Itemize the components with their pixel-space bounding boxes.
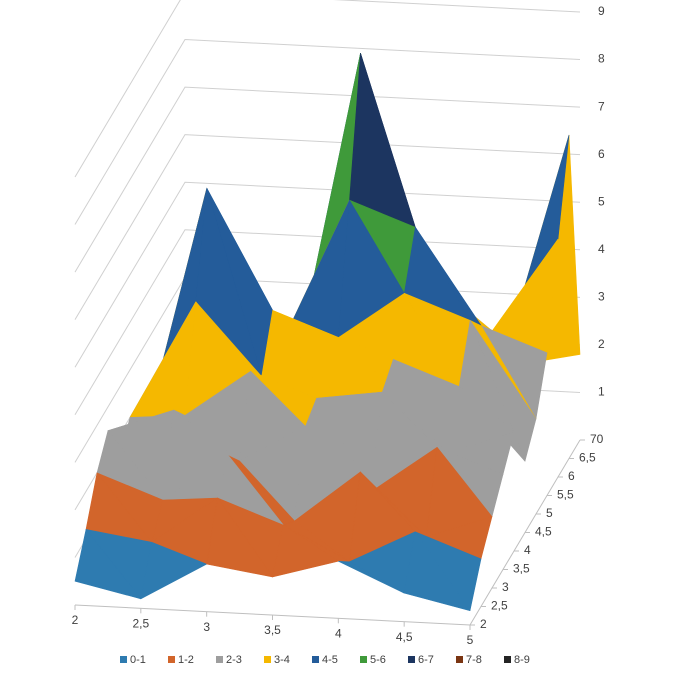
y-tick-label: 2 — [480, 617, 487, 631]
legend-swatch — [408, 656, 415, 663]
y-tick-label: 4 — [524, 543, 531, 557]
grid-line — [74, 0, 581, 178]
grid-line — [74, 134, 581, 320]
surface-facet — [338, 560, 405, 594]
y-tick-label: 5 — [546, 506, 553, 520]
legend-label: 2-3 — [226, 654, 242, 666]
y-tick-label: 6,5 — [579, 451, 596, 465]
z-tick-label: 3 — [598, 290, 605, 304]
surface-facet — [272, 524, 339, 578]
x-tick-label: 2,5 — [132, 617, 149, 631]
surface-facet — [349, 52, 416, 228]
z-tick-label: 9 — [598, 4, 605, 18]
z-tick-label: 5 — [598, 194, 605, 208]
y-tick-label: 2,5 — [491, 599, 508, 613]
legend-label: 8-9 — [514, 654, 530, 666]
legend-label: 6-7 — [418, 654, 434, 666]
surface-facet — [206, 497, 273, 578]
surface-facet — [403, 531, 471, 612]
legend-swatch — [312, 656, 319, 663]
z-tick-label: 7 — [598, 99, 605, 113]
z-tick-label: 1 — [598, 385, 605, 399]
y-tick-label: 5,5 — [557, 488, 574, 502]
surface-facet — [74, 529, 142, 600]
x-tick-label: 5 — [467, 633, 474, 647]
surface-facet — [129, 301, 197, 418]
legend-swatch — [360, 656, 367, 663]
z-tick-label: 4 — [598, 242, 605, 256]
x-tick-label: 3,5 — [264, 623, 281, 637]
legend-swatch — [264, 656, 271, 663]
legend-swatch — [456, 656, 463, 663]
z-tick-label: 6 — [598, 147, 605, 161]
legend-label: 7-8 — [466, 654, 482, 666]
surface-facet — [283, 199, 350, 340]
grid-line — [74, 229, 581, 416]
legend-swatch — [168, 656, 175, 663]
z-tick-label: 2 — [598, 337, 605, 351]
legend-label: 4-5 — [322, 654, 338, 666]
legend-swatch — [504, 656, 511, 663]
grid-line — [74, 181, 581, 368]
surface-facet — [140, 541, 207, 600]
z-tick-label: 8 — [598, 52, 605, 66]
x-tick-label: 4 — [335, 627, 342, 641]
y-tick-label: 3,5 — [513, 562, 530, 576]
grid-line — [74, 39, 581, 225]
legend-swatch — [216, 656, 223, 663]
legend-label: 1-2 — [178, 654, 194, 666]
legend-swatch — [120, 656, 127, 663]
y-tick-label: 3 — [502, 580, 509, 594]
y-tick-label: 70 — [590, 432, 604, 446]
x-tick-label: 3 — [203, 620, 210, 634]
x-tick-label: 4,5 — [396, 630, 413, 644]
y-tick-label: 4,5 — [535, 525, 552, 539]
grid-line — [74, 86, 581, 273]
legend-label: 0-1 — [130, 654, 146, 666]
legend-label: 3-4 — [274, 654, 290, 666]
x-tick-label: 2 — [72, 613, 79, 627]
legend-label: 5-6 — [370, 654, 386, 666]
y-tick-label: 6 — [568, 469, 575, 483]
